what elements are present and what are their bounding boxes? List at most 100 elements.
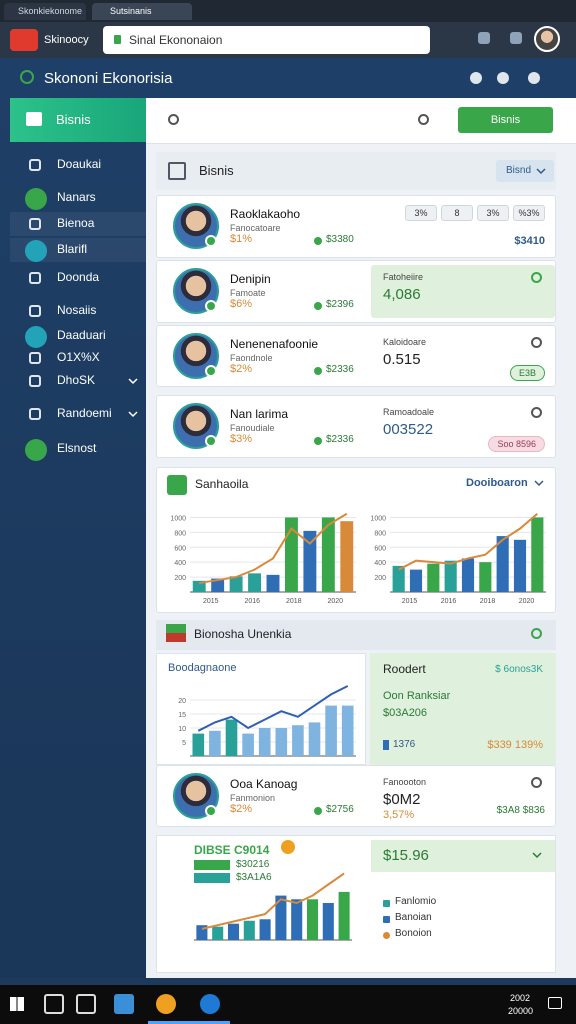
y-tick-label: 20 (178, 698, 186, 705)
sidebar-icon (25, 188, 47, 210)
sidebar-item[interactable]: DhoSK (57, 373, 96, 387)
sidebar-item[interactable]: Daaduari (57, 328, 106, 342)
chevron (534, 480, 544, 487)
toolbar-icon[interactable] (478, 32, 490, 44)
bar (292, 725, 304, 756)
sidebar-item[interactable]: O1X%X (57, 350, 100, 364)
bar (243, 920, 255, 940)
taskbar-icon[interactable] (76, 994, 96, 1014)
person-change: $1% (230, 233, 253, 245)
section-header (156, 620, 556, 650)
summary-marker (383, 740, 389, 750)
chevron-line (536, 168, 546, 175)
header-icon[interactable] (528, 72, 540, 84)
y-tick-label: 400 (174, 560, 186, 567)
bar (242, 733, 254, 756)
sidebar-item[interactable]: Blarifl (57, 242, 88, 256)
notification-icon[interactable] (548, 997, 562, 1009)
person-value: 4,086 (383, 286, 421, 303)
bar (496, 536, 509, 592)
bar (275, 728, 288, 756)
panel-title: Bisnis (199, 163, 234, 178)
chart-card-title: Boodagnaone (168, 662, 237, 674)
person-sub: 3,57% (383, 809, 415, 821)
y-tick-label: 800 (374, 530, 386, 537)
info-icon[interactable] (531, 272, 542, 283)
bar (531, 517, 544, 592)
tab[interactable]: Sutsinanis (92, 3, 192, 20)
y-tick-label: 1000 (370, 515, 386, 522)
sidebar-item[interactable]: Nanars (57, 190, 96, 204)
bar (275, 895, 287, 940)
taskbar-icon[interactable] (114, 994, 134, 1014)
info-icon[interactable] (531, 777, 542, 788)
header-icon[interactable] (497, 72, 509, 84)
sidebar-item[interactable]: Nosaiis (57, 303, 97, 317)
tag-chip[interactable]: 8 (441, 205, 473, 221)
section-title: Bionosha Unenkia (194, 627, 292, 641)
info-icon[interactable] (531, 337, 542, 348)
y-tick-label: 600 (174, 545, 186, 552)
legend-swatch (194, 860, 230, 870)
search-icon[interactable] (418, 114, 429, 125)
trend-line (201, 872, 345, 930)
app-logo (20, 70, 34, 84)
chevron (128, 411, 138, 418)
tab-bar (0, 0, 576, 22)
bar (306, 899, 319, 940)
tag-chip[interactable]: 3% (477, 205, 509, 221)
bar (211, 578, 225, 592)
search-icon[interactable] (168, 114, 179, 125)
sidebar-item[interactable]: Doaukai (57, 157, 102, 171)
logo-icon (10, 29, 38, 51)
amount-dot (314, 807, 322, 815)
sidebar-icon (25, 326, 47, 348)
sidebar-active[interactable]: Bisnis (10, 98, 146, 142)
bar (325, 705, 337, 756)
y-tick-label: 400 (374, 560, 386, 567)
person-name: Denipin (230, 272, 271, 286)
sidebar-item[interactable]: Elsnost (57, 441, 97, 455)
sidebar-highlight (10, 212, 146, 236)
sidebar-item[interactable]: Randoemi (57, 406, 112, 420)
section-status (531, 628, 542, 639)
chevron (128, 378, 138, 385)
tag-chip[interactable]: %3% (513, 205, 545, 221)
trend-link[interactable]: Dooiboaron (466, 477, 528, 489)
info-icon[interactable] (531, 407, 542, 418)
x-tick-label: 2018 (286, 598, 302, 605)
taskbar-icon[interactable] (200, 994, 220, 1014)
header-icon[interactable] (470, 72, 482, 84)
sidebar-icon (29, 408, 41, 420)
bar (303, 530, 317, 592)
y-tick-label: 1000 (170, 515, 186, 522)
list-marker (383, 932, 390, 939)
person-amount: $2336 (326, 434, 354, 445)
summary-line: $03A206 (383, 707, 428, 719)
list-marker (383, 916, 390, 923)
taskbar-icon[interactable] (156, 994, 176, 1014)
y-tick-label: 800 (174, 530, 186, 537)
url-field[interactable]: Sinal Ekononaion (103, 26, 430, 54)
x-tick-label: 2020 (519, 598, 535, 605)
panel-dropdown[interactable]: Bisnd (496, 160, 554, 182)
taskbar-icon[interactable] (44, 994, 64, 1014)
person-change: $2% (230, 363, 253, 375)
sidebar-item[interactable]: Doonda (57, 270, 100, 284)
amount-dot (314, 302, 322, 310)
person-subtitle: Fanoudiale (230, 423, 275, 433)
sidebar-item[interactable]: Bienoa (57, 216, 95, 230)
bar (192, 580, 206, 592)
legend-label: $30216 (236, 859, 270, 870)
list-item: Fanlomio (395, 896, 437, 907)
toolbar-icon[interactable] (510, 32, 522, 44)
legend-swatch (194, 873, 230, 883)
trend-line (199, 512, 348, 585)
toolbar-button[interactable]: Bisnis (458, 107, 553, 133)
person-label: Kaloidoare (383, 337, 427, 347)
tag-chip[interactable]: 3% (405, 205, 437, 221)
tab[interactable]: Skonkiekonome (4, 3, 86, 20)
person-change: $6% (230, 298, 253, 310)
start-button[interactable] (10, 997, 24, 1011)
chevron-line (128, 378, 138, 385)
